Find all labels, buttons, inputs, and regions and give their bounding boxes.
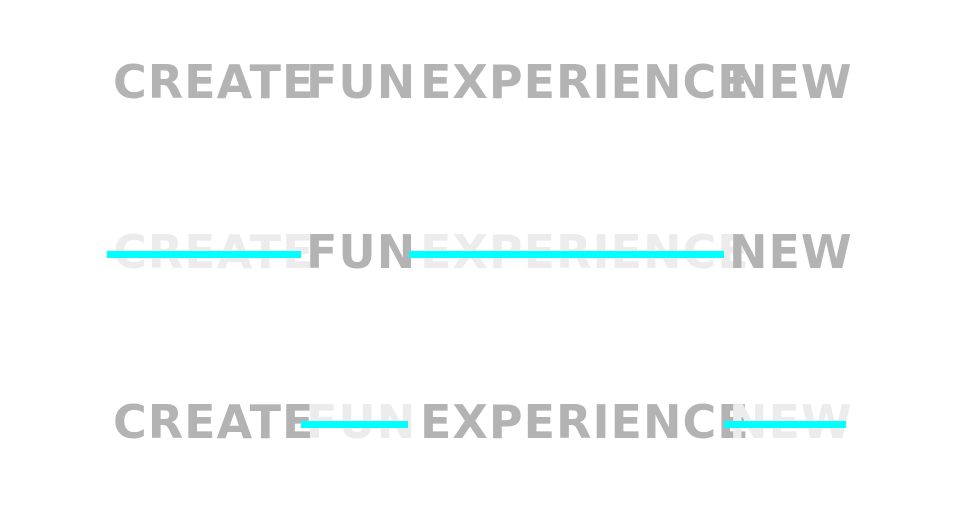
word-experience: EXPERIENCE <box>420 392 750 452</box>
phrase-row-create-experience: CREATE FUN EXPERIENCE NEW <box>0 392 980 452</box>
word-fun: FUN <box>306 222 416 282</box>
word-create: CREATE <box>113 52 314 112</box>
strike-line-new <box>724 421 846 428</box>
phrase-row-fun-new: CREATE FUN EXPERIENCE NEW <box>0 222 980 282</box>
word-new: NEW <box>729 222 853 282</box>
word-new: NEW <box>729 52 853 112</box>
strike-line-create <box>107 251 301 258</box>
word-fun: FUN <box>306 52 416 112</box>
strike-line-experience <box>409 251 724 258</box>
word-experience: EXPERIENCE <box>420 52 750 112</box>
phrase-row-full: CREATE FUN EXPERIENCE NEW <box>0 52 980 112</box>
word-create: CREATE <box>113 392 314 452</box>
strike-line-fun <box>301 421 408 428</box>
